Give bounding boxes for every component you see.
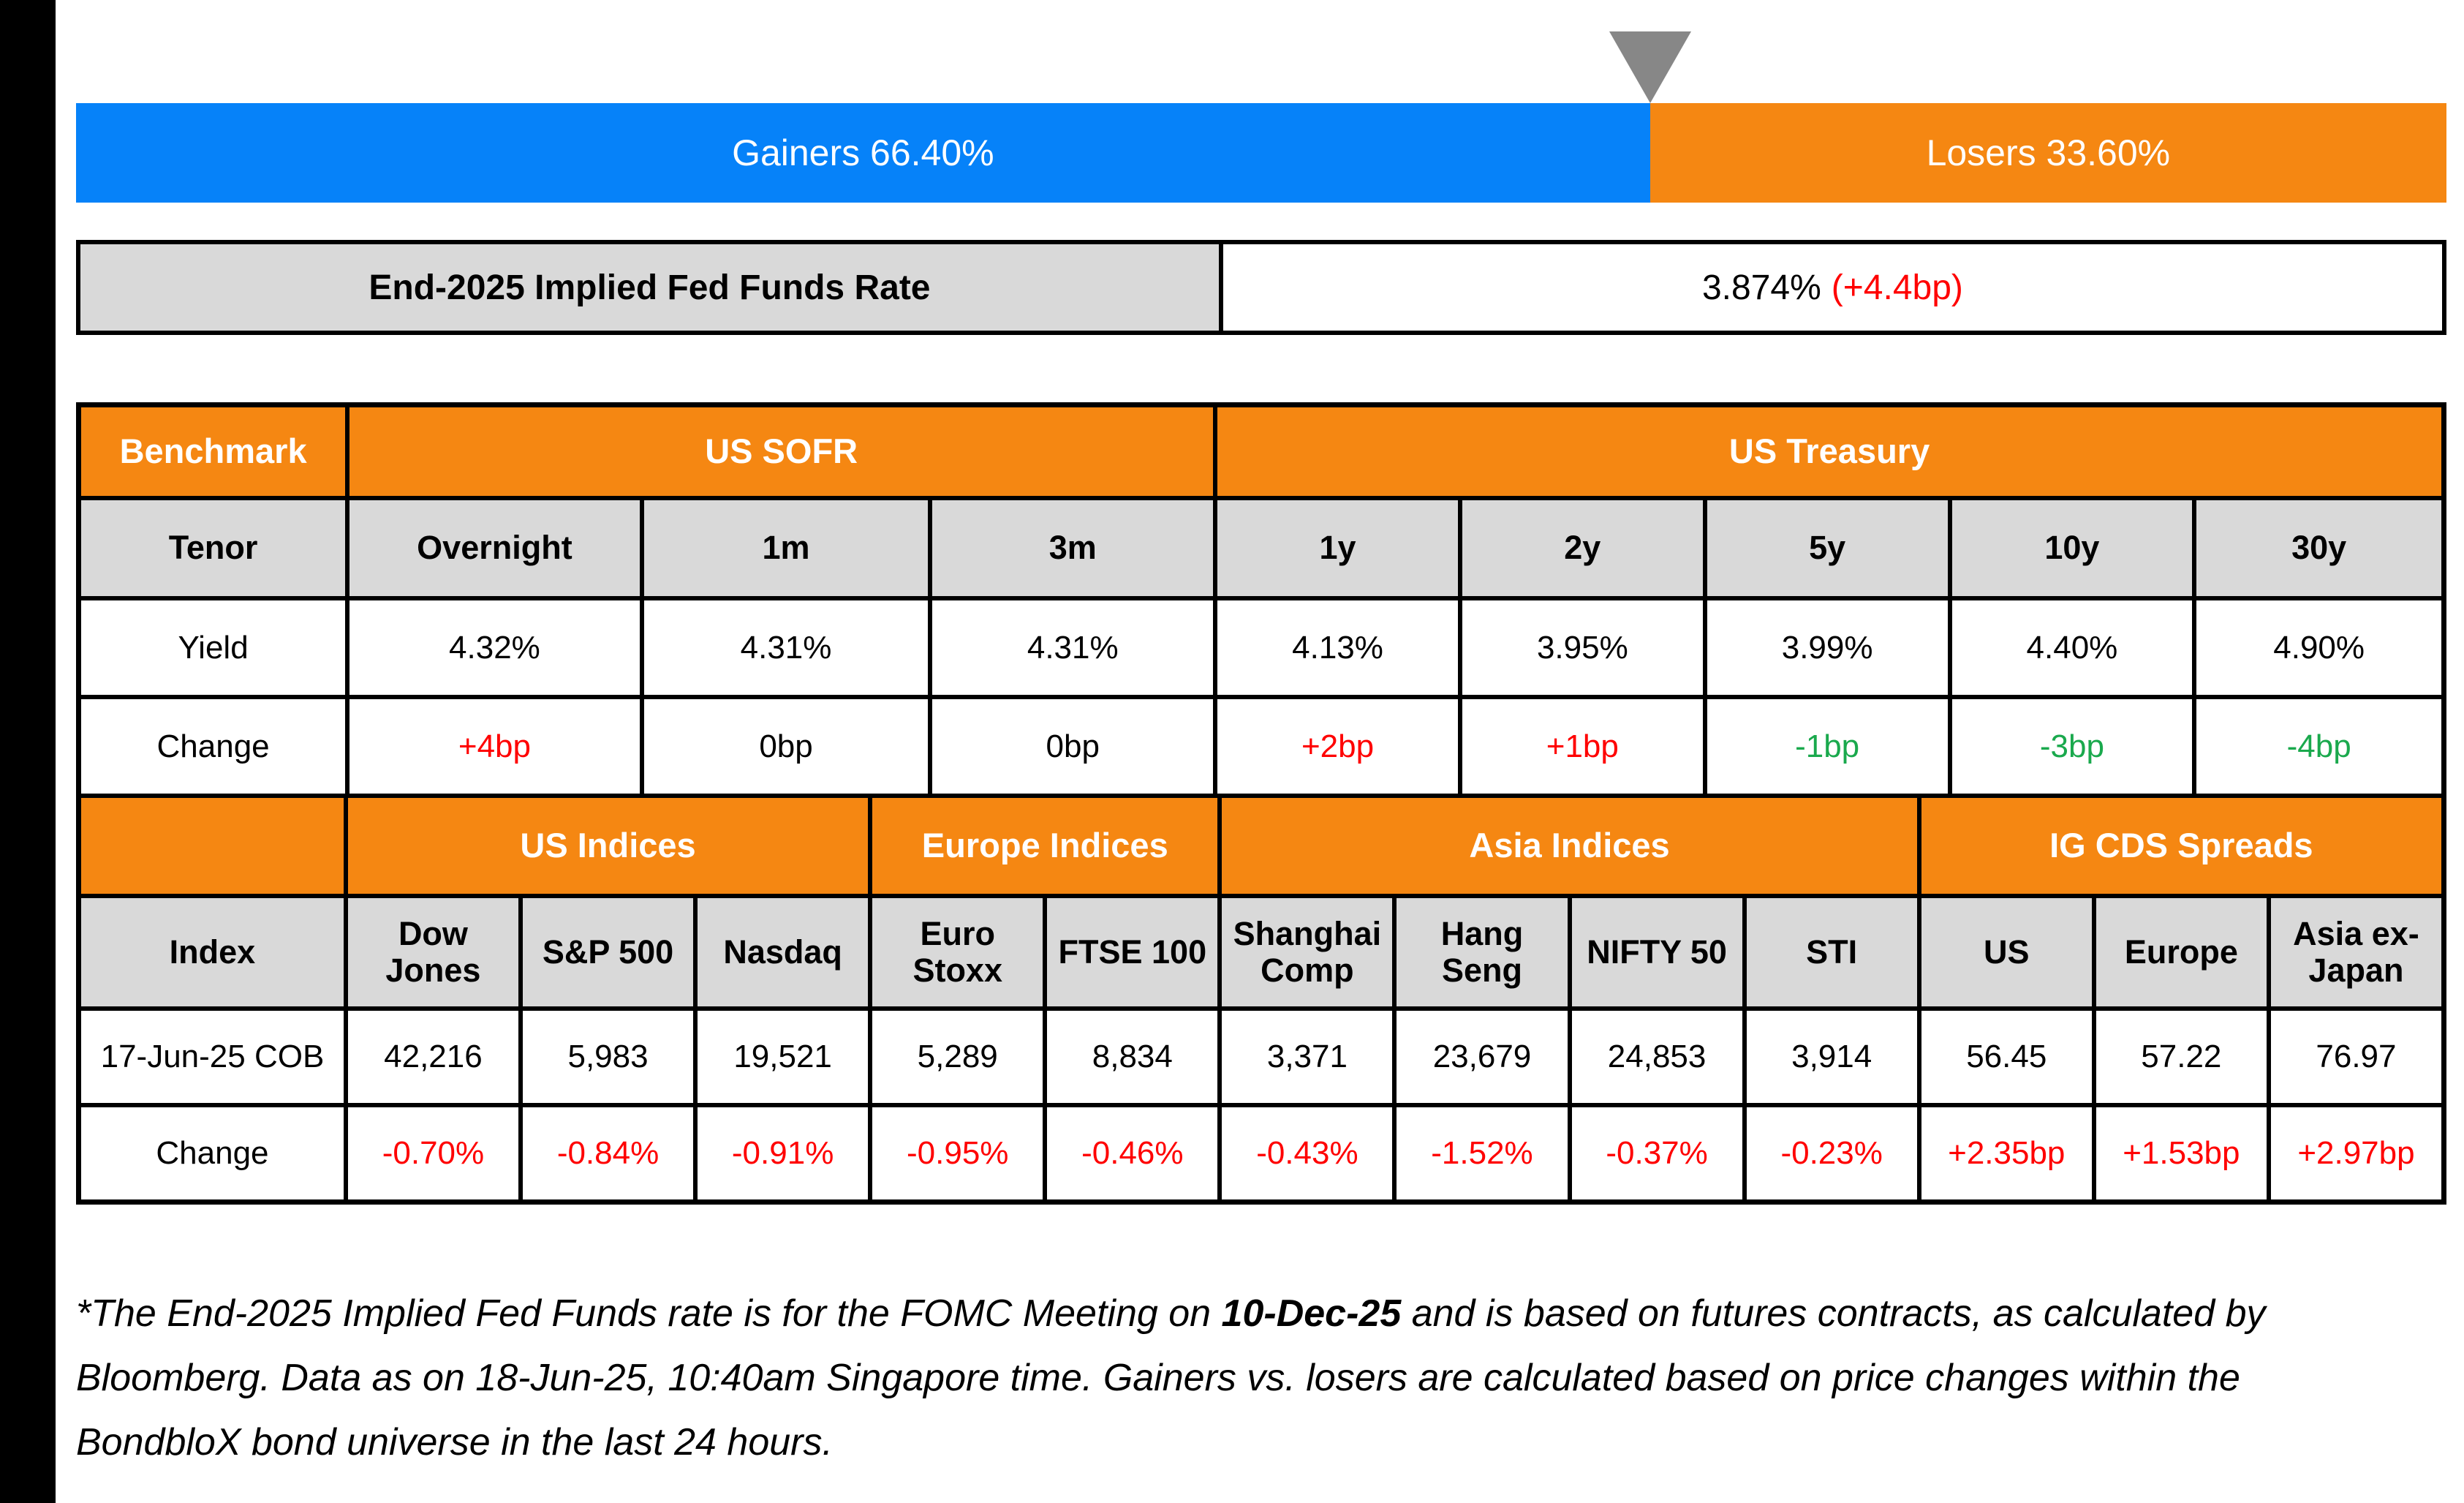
footnote-line-1-text: *The End-2025 Implied Fed Funds rate is …	[76, 1292, 1222, 1335]
tenor-header: 30y	[2196, 500, 2441, 596]
indices-table: US Indices Europe Indices Asia Indices I…	[81, 798, 2441, 1199]
index-header: S&P 500	[522, 898, 694, 1006]
tenor-row-label: Tenor	[81, 500, 346, 596]
cob-row-label: 17-Jun-25 COB	[81, 1011, 344, 1103]
cob-value: 3,914	[1746, 1011, 1917, 1103]
tenor-header: 3m	[932, 500, 1214, 596]
tenor-header: 10y	[1951, 500, 2193, 596]
change-value: 0bp	[643, 699, 929, 794]
index-change-value: -1.52%	[1397, 1107, 1568, 1199]
yield-value: 4.40%	[1951, 600, 2193, 695]
change-value: -1bp	[1707, 699, 1948, 794]
change-value: -4bp	[2196, 699, 2441, 794]
page-content: Gainers 66.40% Losers 33.60% End-2025 Im…	[76, 0, 2446, 1474]
tenor-header: 1y	[1217, 500, 1458, 596]
index-change-value: -0.23%	[1746, 1107, 1917, 1199]
change-value: -3bp	[1951, 699, 2193, 794]
index-change-row-label: Change	[81, 1107, 344, 1199]
us-indices-group-header: US Indices	[347, 798, 869, 894]
index-change-value: -0.95%	[872, 1107, 1043, 1199]
footnote-line-2: Bloomberg. Data as on 18-Jun-25, 10:40am…	[76, 1357, 2240, 1399]
index-change-value: -0.84%	[522, 1107, 694, 1199]
change-value: +1bp	[1462, 699, 1703, 794]
footnote: *The End-2025 Implied Fed Funds rate is …	[76, 1281, 2446, 1474]
benchmark-corner-header: Benchmark	[81, 407, 346, 496]
index-change-value: +2.35bp	[1921, 1107, 2092, 1199]
change-row-label: Change	[81, 699, 346, 794]
tenor-header: 2y	[1462, 500, 1703, 596]
fed-funds-change: (+4.4bp)	[1831, 268, 1963, 307]
index-header: Nasdaq	[698, 898, 869, 1006]
gainers-segment: Gainers 66.40%	[76, 103, 1650, 203]
tenor-header: 1m	[643, 500, 929, 596]
cob-value: 56.45	[1921, 1011, 2092, 1103]
europe-indices-group-header: Europe Indices	[872, 798, 1218, 894]
footnote-line-1-text-cont: and is based on futures contracts, as ca…	[1401, 1292, 2266, 1335]
index-header: US	[1921, 898, 2092, 1006]
index-header: Shanghai Comp	[1222, 898, 1393, 1006]
tenor-header: 5y	[1707, 500, 1948, 596]
us-sofr-group-header: US SOFR	[349, 407, 1214, 496]
benchmark-table: Benchmark US SOFR US Treasury Tenor Over…	[81, 407, 2441, 794]
cob-value: 3,371	[1222, 1011, 1393, 1103]
fed-funds-value: 3.874%	[1701, 268, 1821, 307]
index-header: NIFTY 50	[1571, 898, 1742, 1006]
footnote-line-1: *The End-2025 Implied Fed Funds rate is …	[76, 1281, 2446, 1346]
change-value: +2bp	[1217, 699, 1458, 794]
fed-funds-value-cell: 3.874% (+4.4bp)	[1222, 244, 2442, 331]
yield-value: 3.95%	[1462, 600, 1703, 695]
data-tables: Benchmark US SOFR US Treasury Tenor Over…	[76, 402, 2446, 1205]
index-header: STI	[1746, 898, 1917, 1006]
us-treasury-group-header: US Treasury	[1217, 407, 2441, 496]
index-change-value: +2.97bp	[2270, 1107, 2441, 1199]
indices-corner-cell	[81, 798, 344, 894]
change-value: +4bp	[349, 699, 640, 794]
index-header: FTSE 100	[1047, 898, 1218, 1006]
cob-value: 76.97	[2270, 1011, 2441, 1103]
cob-value: 23,679	[1397, 1011, 1568, 1103]
index-header: Europe	[2095, 898, 2267, 1006]
asia-indices-group-header: Asia Indices	[1222, 798, 1917, 894]
gainers-label: Gainers 66.40%	[732, 132, 994, 173]
losers-segment: Losers 33.60%	[1649, 103, 2446, 203]
index-change-value: +1.53bp	[2095, 1107, 2267, 1199]
losers-label: Losers 33.60%	[1926, 132, 2171, 173]
index-header: Hang Seng	[1397, 898, 1568, 1006]
cob-value: 42,216	[347, 1011, 518, 1103]
index-header: Dow Jones	[347, 898, 518, 1006]
left-black-strip	[0, 0, 56, 1503]
index-change-value: -0.46%	[1047, 1107, 1218, 1199]
fed-funds-label: End-2025 Implied Fed Funds Rate	[80, 244, 1219, 331]
index-change-value: -0.37%	[1571, 1107, 1742, 1199]
index-change-value: -0.70%	[347, 1107, 518, 1199]
yield-value: 4.32%	[349, 600, 640, 695]
fed-funds-strip: End-2025 Implied Fed Funds Rate 3.874% (…	[76, 240, 2446, 335]
cob-value: 19,521	[698, 1011, 869, 1103]
tenor-header: Overnight	[349, 500, 640, 596]
index-change-value: -0.43%	[1222, 1107, 1393, 1199]
yield-value: 4.13%	[1217, 600, 1458, 695]
cob-value: 5,983	[522, 1011, 694, 1103]
cob-value: 5,289	[872, 1011, 1043, 1103]
yield-value: 4.31%	[932, 600, 1214, 695]
change-value: 0bp	[932, 699, 1214, 794]
index-header: Asia ex-Japan	[2270, 898, 2441, 1006]
index-change-value: -0.91%	[698, 1107, 869, 1199]
cob-value: 24,853	[1571, 1011, 1742, 1103]
cob-value: 57.22	[2095, 1011, 2267, 1103]
yield-value: 4.90%	[2196, 600, 2441, 695]
split-marker-triangle-icon	[1609, 31, 1691, 103]
footnote-line-3: BondbloX bond universe in the last 24 ho…	[76, 1421, 833, 1464]
footnote-fomc-date: 10-Dec-25	[1221, 1292, 1402, 1335]
gainers-losers-bar: Gainers 66.40% Losers 33.60%	[76, 103, 2446, 203]
gainers-losers-chart: Gainers 66.40% Losers 33.60%	[76, 0, 2446, 203]
cob-value: 8,834	[1047, 1011, 1218, 1103]
index-header: Euro Stoxx	[872, 898, 1043, 1006]
ig-cds-spreads-group-header: IG CDS Spreads	[1921, 798, 2441, 894]
index-row-label: Index	[81, 898, 344, 1006]
yield-value: 4.31%	[643, 600, 929, 695]
yield-value: 3.99%	[1707, 600, 1948, 695]
yield-row-label: Yield	[81, 600, 346, 695]
